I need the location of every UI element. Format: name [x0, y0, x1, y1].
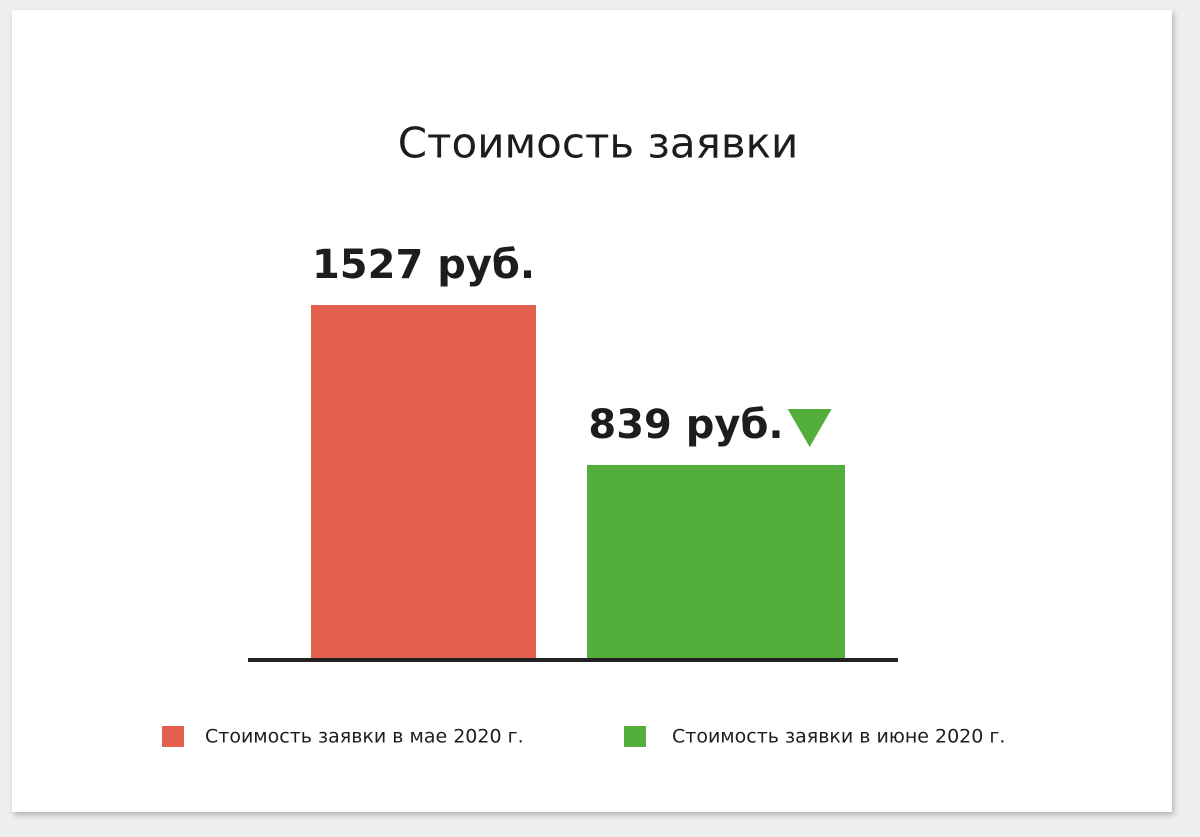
- plot: 1527 руб. 839 руб.: [311, 242, 845, 660]
- legend-swatch: [624, 726, 646, 747]
- legend-swatch: [162, 726, 184, 747]
- value-label: 839 руб.: [588, 402, 783, 448]
- bar: [311, 305, 536, 660]
- chart-title: Стоимость заявки: [398, 119, 799, 168]
- decrease-arrow: [787, 408, 832, 447]
- legend-label: Стоимость заявки в мае 2020 г.: [205, 726, 524, 748]
- legend: Стоимость заявки в мае 2020 г. Стоимость …: [162, 726, 1005, 748]
- bar: [587, 464, 845, 660]
- legend-label: Стоимость заявки в июне 2020 г.: [672, 726, 1005, 748]
- value-label: 1527 руб.: [312, 242, 535, 288]
- card: [12, 10, 1172, 812]
